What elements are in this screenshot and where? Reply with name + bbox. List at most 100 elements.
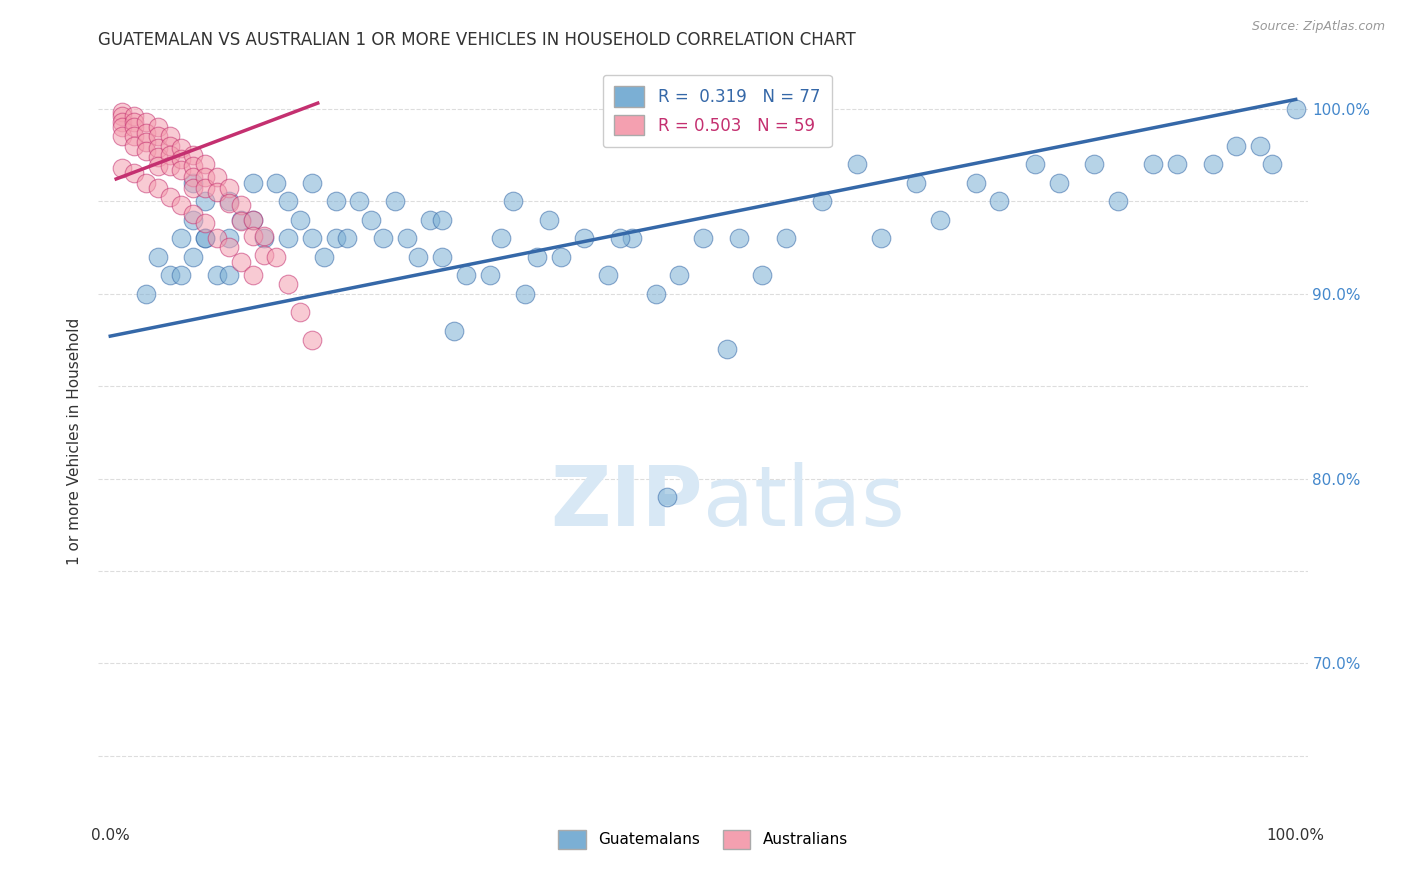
Point: [181, 148, 204, 162]
Point: [111, 120, 134, 135]
Point: [122, 109, 145, 123]
Point: [194, 231, 217, 245]
Point: [550, 250, 572, 264]
Point: [336, 231, 359, 245]
Point: [229, 255, 252, 269]
Text: Source: ZipAtlas.com: Source: ZipAtlas.com: [1251, 20, 1385, 33]
Point: [170, 162, 193, 177]
Point: [395, 231, 418, 245]
Point: [111, 109, 134, 123]
Text: atlas: atlas: [703, 462, 904, 542]
Point: [181, 250, 204, 264]
Point: [1249, 138, 1271, 153]
Point: [301, 176, 323, 190]
Point: [526, 250, 548, 264]
Point: [253, 231, 276, 245]
Point: [218, 231, 240, 245]
Point: [668, 268, 690, 282]
Point: [360, 212, 382, 227]
Point: [205, 170, 228, 185]
Point: [181, 212, 204, 227]
Point: [194, 216, 217, 230]
Point: [312, 250, 335, 264]
Point: [135, 114, 157, 128]
Point: [609, 231, 631, 245]
Point: [181, 176, 204, 190]
Point: [419, 212, 441, 227]
Point: [929, 212, 952, 227]
Point: [146, 140, 169, 154]
Point: [644, 286, 666, 301]
Point: [537, 212, 560, 227]
Point: [846, 157, 869, 171]
Point: [181, 170, 204, 185]
Point: [620, 231, 643, 245]
Point: [242, 268, 264, 282]
Point: [988, 194, 1011, 208]
Point: [384, 194, 406, 208]
Point: [277, 194, 299, 208]
Point: [218, 196, 240, 211]
Point: [1107, 194, 1129, 208]
Point: [122, 166, 145, 180]
Point: [122, 114, 145, 128]
Point: [751, 268, 773, 282]
Point: [869, 231, 891, 245]
Point: [1285, 102, 1308, 116]
Point: [515, 286, 537, 301]
Point: [432, 212, 454, 227]
Point: [194, 181, 217, 195]
Point: [218, 194, 240, 208]
Point: [288, 212, 311, 227]
Point: [277, 277, 299, 292]
Point: [301, 231, 323, 245]
Point: [491, 231, 513, 245]
Point: [218, 240, 240, 254]
Point: [122, 120, 145, 135]
Point: [229, 198, 252, 212]
Point: [218, 268, 240, 282]
Point: [146, 120, 169, 135]
Point: [159, 138, 181, 153]
Point: [205, 185, 228, 199]
Point: [229, 212, 252, 227]
Point: [205, 268, 228, 282]
Point: [146, 181, 169, 195]
Point: [181, 207, 204, 221]
Point: [1225, 138, 1247, 153]
Point: [194, 194, 217, 208]
Text: GUATEMALAN VS AUSTRALIAN 1 OR MORE VEHICLES IN HOUSEHOLD CORRELATION CHART: GUATEMALAN VS AUSTRALIAN 1 OR MORE VEHIC…: [98, 31, 856, 49]
Point: [111, 114, 134, 128]
Point: [159, 190, 181, 204]
Point: [111, 105, 134, 120]
Point: [253, 229, 276, 244]
Point: [242, 176, 264, 190]
Point: [146, 159, 169, 173]
Point: [775, 231, 797, 245]
Point: [716, 342, 738, 356]
Point: [1166, 157, 1188, 171]
Point: [242, 212, 264, 227]
Point: [194, 170, 217, 185]
Point: [301, 333, 323, 347]
Point: [242, 229, 264, 244]
Point: [264, 176, 287, 190]
Point: [170, 152, 193, 166]
Point: [277, 231, 299, 245]
Point: [181, 181, 204, 195]
Point: [170, 231, 193, 245]
Point: [408, 250, 430, 264]
Point: [159, 159, 181, 173]
Point: [574, 231, 596, 245]
Point: [347, 194, 370, 208]
Point: [1083, 157, 1105, 171]
Point: [657, 490, 679, 504]
Point: [146, 150, 169, 164]
Point: [181, 159, 204, 173]
Point: [135, 126, 157, 140]
Point: [170, 140, 193, 154]
Point: [1024, 157, 1046, 171]
Point: [194, 157, 217, 171]
Point: [325, 231, 347, 245]
Point: [218, 181, 240, 195]
